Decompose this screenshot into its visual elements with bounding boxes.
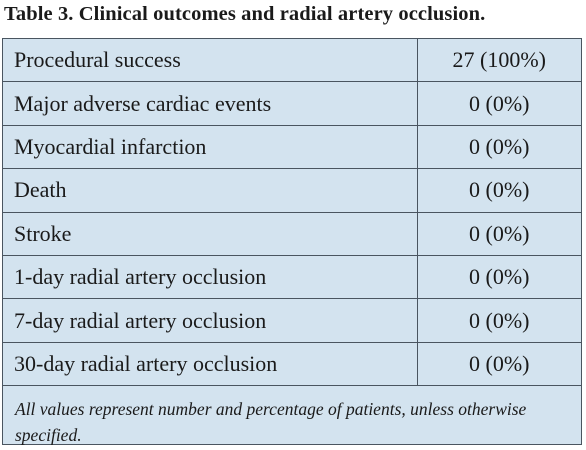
row-label: 30-day radial artery occlusion [3,342,418,387]
row-value: 0 (0%) [417,342,581,387]
table-footnote: All values represent number and percenta… [15,399,527,446]
row-label: Myocardial infarction [3,125,418,170]
outcomes-table: Procedural success 27 (100%) Major adver… [2,38,582,445]
row-label: 1-day radial artery occlusion [3,255,418,300]
row-label: Death [3,168,418,213]
row-label: 7-day radial artery occlusion [3,298,418,343]
row-label: Stroke [3,212,418,256]
outcomes-table-grid: Procedural success 27 (100%) Major adver… [3,39,581,387]
table-row: Death 0 (0%) [3,168,581,213]
row-value: 27 (100%) [417,39,581,83]
row-label: Procedural success [3,39,418,83]
table-row: 7-day radial artery occlusion 0 (0%) [3,298,581,343]
row-value: 0 (0%) [417,212,581,256]
row-value: 0 (0%) [417,255,581,300]
table-title: Table 3. Clinical outcomes and radial ar… [4,3,486,25]
row-value: 0 (0%) [417,298,581,343]
row-value: 0 (0%) [417,81,581,126]
table-row: Major adverse cardiac events 0 (0%) [3,81,581,126]
table-row: Stroke 0 (0%) [3,212,581,256]
row-value: 0 (0%) [417,125,581,170]
table-row: 1-day radial artery occlusion 0 (0%) [3,255,581,300]
table-row: 30-day radial artery occlusion 0 (0%) [3,342,581,387]
table-row: Procedural success 27 (100%) [3,39,581,83]
row-value: 0 (0%) [417,168,581,213]
table-row: Myocardial infarction 0 (0%) [3,125,581,170]
row-label: Major adverse cardiac events [3,81,418,126]
